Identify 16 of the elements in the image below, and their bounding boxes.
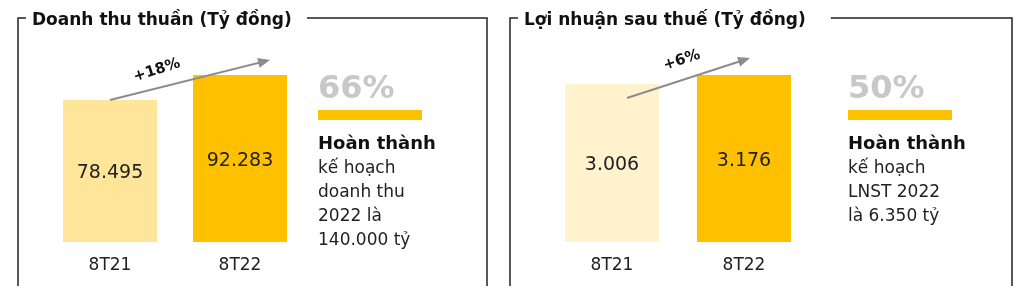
data-label: 92.283 [206,147,274,170]
data-label: 3.006 [584,151,640,174]
x-tick-label: 8T22 [218,254,262,274]
text: kế hoạch LNST 2022 là 6.350 tỷ [848,157,941,225]
chart-title: Doanh thu thuần (Tỷ đồng) [32,9,292,29]
annotation: +18% [130,53,183,86]
text: kế hoạch doanh thu 2022 là 140.000 tỷ [318,157,411,249]
x-tick-label: 8T21 [590,254,634,274]
chart-title: Lợi nhuận sau thuế (Tỷ đồng) [524,9,806,29]
x-tick-label: 8T22 [722,254,766,274]
text: Hoàn thành [318,132,436,153]
text: Hoàn thành [848,132,966,153]
data-label: 78.495 [76,159,144,182]
text: +6% [660,44,703,74]
x-tick-label: 8T21 [88,254,132,274]
data-label: 3.176 [716,147,772,170]
